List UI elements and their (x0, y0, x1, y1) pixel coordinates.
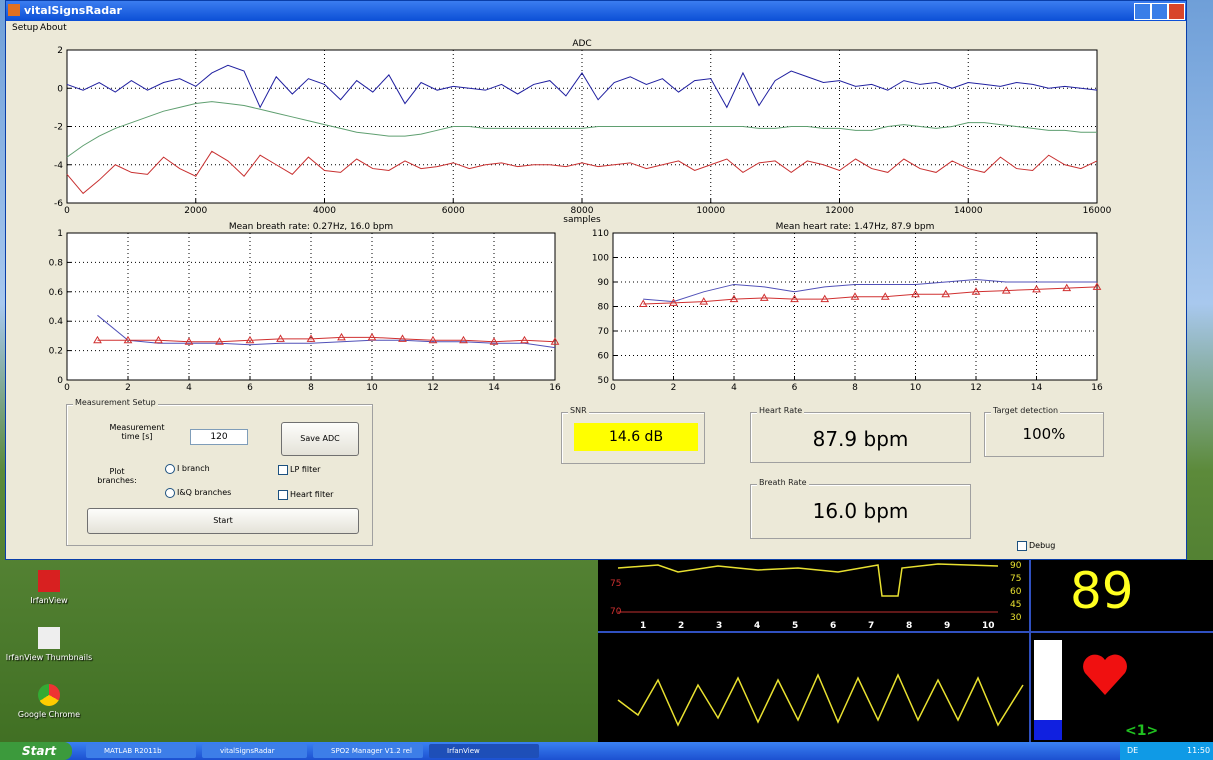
spo2-window: 1234567891075709075604530 89 <1> (598, 560, 1213, 742)
spo2-value: 89 (1070, 562, 1134, 620)
x-tick-label: 2000 (184, 206, 207, 216)
axis-label: 8 (906, 621, 912, 631)
x-tick-label: 0 (64, 206, 70, 216)
y-tick-label: 90 (598, 278, 610, 288)
y-tick-label: 50 (598, 376, 610, 386)
x-tick-label: 2 (125, 383, 131, 393)
desktop-icon[interactable]: IrfanView (4, 570, 94, 605)
y-tick-label: 80 (598, 303, 610, 313)
language[interactable]: DE (1127, 746, 1138, 755)
task-button[interactable]: vitalSignsRadar (202, 744, 307, 758)
axis-label: 4 (754, 621, 760, 631)
axis-label: 6 (830, 621, 836, 631)
y-tick-label: 0 (57, 84, 63, 94)
axis-label: 9 (944, 621, 950, 631)
chart-title: Mean breath rate: 0.27Hz, 16.0 bpm (229, 222, 393, 232)
desktop-icon[interactable]: IrfanView Thumbnails (4, 627, 94, 662)
x-tick-label: 8 (308, 383, 314, 393)
x-tick-label: 4000 (313, 206, 336, 216)
y-tick-label: -6 (54, 199, 63, 209)
x-tick-label: 4 (186, 383, 192, 393)
chart-title: ADC (572, 39, 591, 49)
x-tick-label: 16 (1091, 383, 1103, 393)
x-tick-label: 12000 (825, 206, 854, 216)
y-tick-label: -2 (54, 123, 63, 133)
task-button[interactable]: IrfanView (429, 744, 539, 758)
x-tick-label: 6 (792, 383, 798, 393)
task-button[interactable]: MATLAB R2011b (86, 744, 196, 758)
desktop-icon[interactable]: Google Chrome (4, 684, 94, 719)
screen: vitalSignsRadar Setup About Measurement … (0, 0, 1213, 760)
x-tick-label: 12 (427, 383, 438, 393)
x-tick-label: 10 (366, 383, 378, 393)
x-tick-label: 8 (852, 383, 858, 393)
icon-label: IrfanView Thumbnails (6, 653, 92, 662)
x-tick-label: 0 (64, 383, 70, 393)
x-tick-label: 14 (488, 383, 500, 393)
axis-label: 1 (640, 621, 646, 631)
axis-label: 75 (1010, 574, 1021, 584)
x-tick-label: 10 (910, 383, 922, 393)
axis-label: 70 (610, 607, 622, 617)
axis-label: 2 (678, 621, 684, 631)
y-tick-label: 60 (598, 352, 610, 362)
axis-label: 75 (610, 579, 621, 589)
clock: 11:50 (1187, 746, 1210, 755)
axis-label: 10 (982, 621, 995, 631)
x-tick-label: 10000 (696, 206, 725, 216)
x-tick-label: 16000 (1083, 206, 1112, 216)
x-tick-label: 6000 (442, 206, 465, 216)
icon-label: IrfanView (30, 596, 67, 605)
axis-label: 45 (1010, 600, 1021, 610)
axis-label: 7 (868, 621, 874, 631)
x-tick-label: 0 (610, 383, 616, 393)
x-axis-label: samples (563, 215, 601, 225)
y-tick-label: -4 (54, 161, 63, 171)
axis-label: 90 (1010, 561, 1022, 571)
start-button[interactable]: Start (0, 742, 72, 760)
x-tick-label: 14000 (954, 206, 983, 216)
y-tick-label: 70 (598, 327, 610, 337)
y-tick-label: 0.6 (49, 288, 64, 298)
axis-label: 3 (716, 621, 722, 631)
y-tick-label: 0.4 (49, 317, 64, 327)
chart-title: Mean heart rate: 1.47Hz, 87.9 bpm (776, 222, 935, 232)
y-tick-label: 0.2 (49, 347, 63, 357)
y-tick-label: 1 (57, 229, 63, 239)
taskbar: Start MATLAB R2011b vitalSignsRadar SPO2… (0, 742, 1213, 760)
page-indicator: <1> (1125, 723, 1158, 739)
x-tick-label: 16 (549, 383, 561, 393)
x-tick-label: 14 (1031, 383, 1043, 393)
axis-label: 30 (1010, 613, 1022, 623)
y-tick-label: 0 (57, 376, 63, 386)
axis-label: 5 (792, 621, 798, 631)
y-tick-label: 100 (592, 254, 609, 264)
x-tick-label: 6 (247, 383, 253, 393)
x-tick-label: 4 (731, 383, 737, 393)
y-tick-label: 110 (592, 229, 609, 239)
x-tick-label: 12 (970, 383, 981, 393)
task-button[interactable]: SPO2 Manager V1.2 rel (313, 744, 423, 758)
y-tick-label: 2 (57, 46, 63, 56)
axis-label: 60 (1010, 587, 1022, 597)
y-tick-label: 0.8 (49, 258, 64, 268)
x-tick-label: 2 (671, 383, 677, 393)
icon-label: Google Chrome (18, 710, 80, 719)
